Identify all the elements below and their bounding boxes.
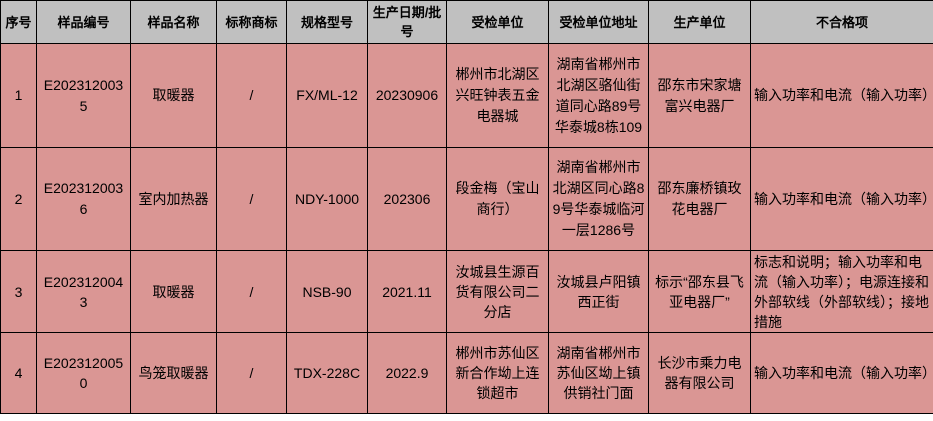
cell-index: 3 [0,250,37,333]
header-sample-name: 样品名称 [130,0,217,44]
cell-manufacturer: 长沙市乘力电器有限公司 [648,332,751,414]
cell-production-date: 2022.9 [367,332,447,414]
cell-inspected-unit: 郴州市苏仙区新合作坳上连锁超市 [446,332,549,414]
header-inspected-unit: 受检单位 [446,0,549,44]
cell-nonconforming-items: 输入功率和电流（输入功率） [750,332,933,414]
header-inspected-unit-address: 受检单位地址 [548,0,649,44]
header-trademark: 标称商标 [216,0,287,44]
table-row: 3 E2023120043 取暖器 / NSB-90 2021.11 汝城县生源百货有限公司… [0,250,933,333]
cell-trademark: / [216,147,287,251]
header-index: 序号 [0,0,37,44]
cell-production-date: 20230906 [367,43,447,148]
cell-sample-name: 取暖器 [130,43,217,148]
header-model: 规格型号 [286,0,368,44]
cell-nonconforming-items: 输入功率和电流（输入功率） [750,147,933,251]
cell-inspected-unit: 郴州市北湖区兴旺钟表五金电器城 [446,43,549,148]
cell-nonconforming-items: 输入功率和电流（输入功率） [750,43,933,148]
cell-model: NSB-90 [286,250,368,333]
cell-model: NDY-1000 [286,147,368,251]
cell-sample-id: E2023120035 [36,43,131,148]
cell-sample-name: 鸟笼取暖器 [130,332,217,414]
cell-sample-name: 取暖器 [130,250,217,333]
cell-sample-id: E2023120050 [36,332,131,414]
cell-trademark: / [216,43,287,148]
cell-index: 2 [0,147,37,251]
cell-sample-id: E2023120043 [36,250,131,333]
header-nonconforming-items: 不合格项 [750,0,933,44]
header-sample-id: 样品编号 [36,0,131,44]
cell-sample-id: E2023120036 [36,147,131,251]
cell-production-date: 202306 [367,147,447,251]
table-row: 1 E2023120035 取暖器 / FX/ML-12 20230906 郴州市北湖区兴旺… [0,43,933,148]
table-row: 4 E2023120050 鸟笼取暖器 / TDX-228C 2022.9 郴州市苏仙区新合… [0,332,933,414]
cell-nonconforming-items: 标志和说明；输入功率和电流（输入功率）；电源连接和外部软线（外部软线）；接地措施 [750,250,933,333]
header-production-date: 生产日期/批号 [367,0,447,44]
cell-inspected-unit: 汝城县生源百货有限公司二分店 [446,250,549,333]
cell-inspected-unit-address: 湖南省郴州市北湖区同心路89号华泰城临河一层1286号 [548,147,649,251]
cell-index: 4 [0,332,37,414]
cell-model: FX/ML-12 [286,43,368,148]
cell-model: TDX-228C [286,332,368,414]
cell-inspected-unit-address: 汝城县卢阳镇西正街 [548,250,649,333]
cell-index: 1 [0,43,37,148]
cell-production-date: 2021.11 [367,250,447,333]
header-row: 序号 样品编号 样品名称 标称商标 规格型号 生产日期/批号 受检单位 受检单位地址 生产单位不… [0,0,933,44]
cell-trademark: / [216,250,287,333]
cell-inspected-unit-address: 湖南省郴州市苏仙区坳上镇供销社门面 [548,332,649,414]
table-row: 2 E2023120036 室内加热器 / NDY-1000 202306 段金梅（宝山商行… [0,147,933,251]
cell-manufacturer: 邵东市宋家塘富兴电器厂 [648,43,751,148]
header-manufacturer: 生产单位 [648,0,751,44]
cell-manufacturer: 标示“邵东县飞亚电器厂” [648,250,751,333]
cell-inspected-unit-address: 湖南省郴州市北湖区骆仙街道同心路89号华泰城8栋109 [548,43,649,148]
cell-manufacturer: 邵东廉桥镇玫花电器厂 [648,147,751,251]
cell-sample-name: 室内加热器 [130,147,217,251]
cell-trademark: / [216,332,287,414]
cell-inspected-unit: 段金梅（宝山商行） [446,147,549,251]
